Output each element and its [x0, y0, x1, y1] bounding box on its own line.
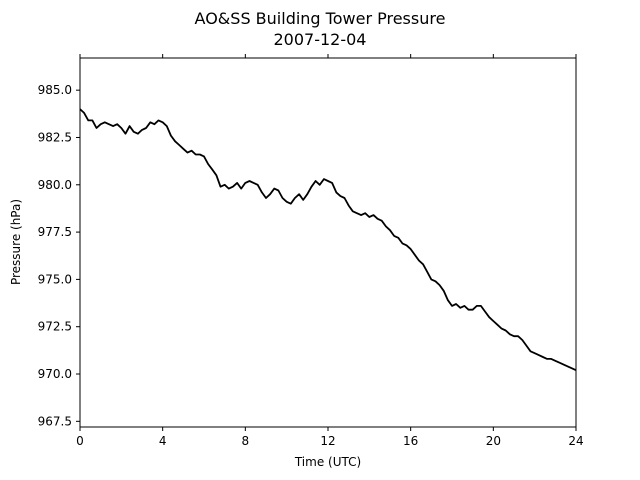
- series-group: [79, 108, 577, 372]
- y-tick-label: 982.5: [38, 130, 72, 144]
- y-tick-label: 980.0: [38, 178, 72, 192]
- y-tick-label: 977.5: [38, 225, 72, 239]
- x-tick-label: 16: [403, 434, 418, 448]
- y-tick-label: 985.0: [38, 83, 72, 97]
- y-tick-label: 975.0: [38, 272, 72, 286]
- chart-title: AO&SS Building Tower Pressure: [195, 9, 446, 28]
- x-tick-label: 8: [242, 434, 250, 448]
- x-tick-label: 0: [76, 434, 84, 448]
- pressure-series-line: [79, 108, 577, 372]
- tick-labels: 0 4 8 12 16 20 24 967.5 970.0 972.5 975.0 977.5 980.…: [38, 83, 584, 448]
- y-tick-label: 967.5: [38, 414, 72, 428]
- plot-frame: [79, 57, 577, 428]
- y-tick-label: 970.0: [38, 367, 72, 381]
- y-axis-label: Pressure (hPa): [9, 199, 23, 285]
- x-tick-label: 20: [486, 434, 501, 448]
- x-tick-label: 24: [568, 434, 583, 448]
- x-tick-label: 12: [320, 434, 335, 448]
- axis-ticks: [76, 54, 577, 431]
- chart-subtitle: 2007-12-04: [274, 30, 367, 49]
- x-axis-label: Time (UTC): [294, 455, 361, 469]
- x-tick-label: 4: [159, 434, 167, 448]
- y-tick-label: 972.5: [38, 320, 72, 334]
